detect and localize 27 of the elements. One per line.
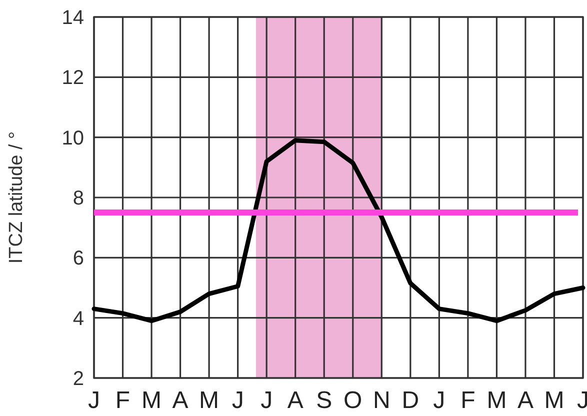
x-tick-label: F — [115, 387, 130, 414]
x-tick-label: A — [172, 387, 188, 414]
line-series — [92, 138, 586, 324]
x-tick-label: N — [372, 387, 390, 414]
y-tick-label: 14 — [62, 7, 84, 29]
x-tick-label: J — [232, 387, 244, 414]
x-tick-label: M — [486, 387, 507, 414]
y-tick-label: 10 — [62, 127, 84, 150]
y-axis-title: ITCZ latitude / ° — [6, 131, 27, 264]
x-tick-label: O — [344, 387, 362, 414]
x-tick-label: D — [402, 387, 420, 414]
x-tick-label: A — [517, 387, 534, 414]
y-tick-label: 8 — [72, 188, 84, 210]
x-tick-label: M — [199, 387, 220, 414]
y-tick-label: 12 — [62, 67, 84, 90]
x-tick-label: J — [577, 387, 587, 414]
x-tick-label: M — [142, 387, 162, 414]
y-tick-label: 4 — [72, 308, 84, 330]
x-tick-label: F — [460, 387, 476, 414]
y-tick-label: 2 — [72, 368, 84, 390]
x-tick-label: S — [316, 387, 332, 414]
x-tick-label: A — [287, 387, 304, 414]
x-tick-label: J — [433, 387, 446, 414]
y-tick-label: 6 — [72, 248, 84, 270]
x-tick-label: J — [260, 387, 273, 414]
x-tick-label: M — [544, 387, 564, 414]
x-tick-label: J — [88, 387, 100, 414]
